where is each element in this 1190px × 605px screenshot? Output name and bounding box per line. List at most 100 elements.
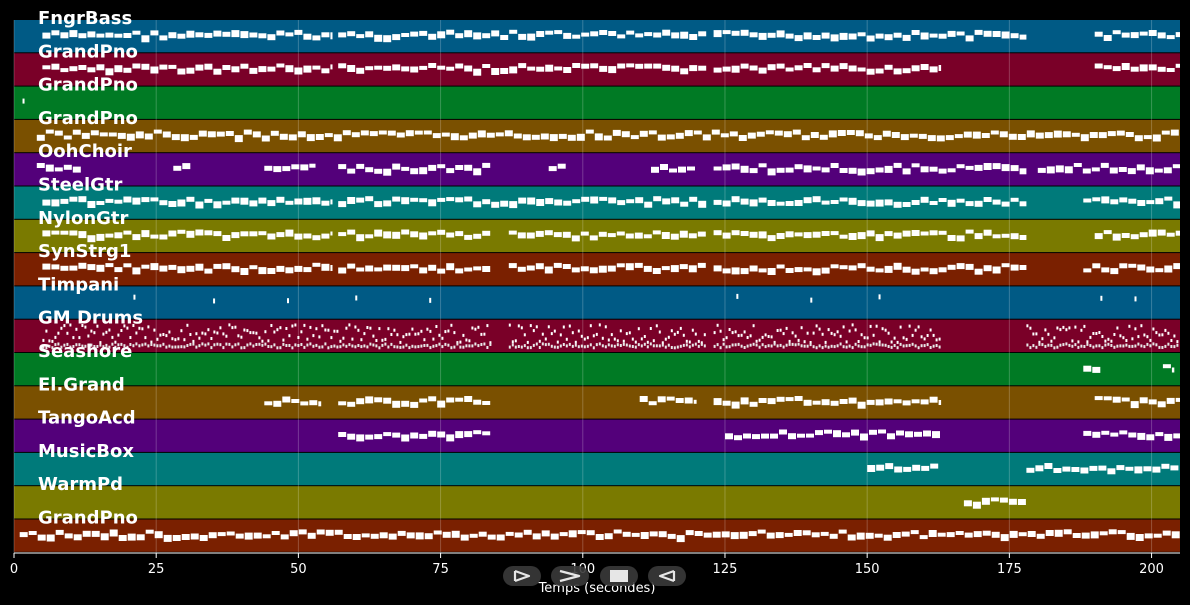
note-mark xyxy=(333,344,336,348)
note-mark xyxy=(455,268,464,274)
play-button[interactable] xyxy=(503,566,541,586)
note-mark xyxy=(794,267,803,273)
note-mark xyxy=(857,232,866,240)
note-mark xyxy=(132,30,141,35)
note-mark xyxy=(201,331,204,335)
note-mark xyxy=(1072,533,1081,538)
note-mark xyxy=(177,33,186,39)
note-mark xyxy=(694,342,697,346)
note-mark xyxy=(1071,344,1074,348)
note-mark xyxy=(740,63,749,69)
note-mark xyxy=(673,332,676,336)
note-mark xyxy=(1112,396,1121,403)
note-mark xyxy=(583,345,586,349)
note-mark xyxy=(91,530,100,537)
note-mark xyxy=(830,34,839,42)
note-mark xyxy=(72,129,81,135)
note-mark xyxy=(428,199,437,207)
note-mark xyxy=(848,397,857,404)
note-mark xyxy=(483,342,486,346)
note-mark xyxy=(929,66,938,73)
note-mark xyxy=(595,332,598,336)
note-mark xyxy=(830,200,839,204)
note-mark xyxy=(565,337,568,341)
note-mark xyxy=(887,331,890,335)
note-mark xyxy=(556,340,559,344)
note-mark xyxy=(1175,63,1180,68)
note-mark xyxy=(1044,328,1047,332)
note-mark xyxy=(1117,530,1126,535)
note-mark xyxy=(607,343,610,347)
note-mark xyxy=(821,200,830,205)
note-mark xyxy=(473,168,482,176)
note-mark xyxy=(912,464,921,471)
note-mark xyxy=(491,201,500,208)
note-mark xyxy=(72,166,81,173)
note-mark xyxy=(51,199,60,207)
rewind-button[interactable] xyxy=(648,566,686,586)
note-mark xyxy=(451,530,460,538)
note-mark xyxy=(321,32,330,38)
stop-button[interactable] xyxy=(600,566,638,586)
fast-forward-button[interactable] xyxy=(551,566,589,586)
note-mark xyxy=(508,230,517,235)
note-mark xyxy=(42,338,45,342)
note-mark xyxy=(378,327,381,331)
note-mark xyxy=(1116,326,1119,330)
note-mark xyxy=(893,68,902,75)
note-mark xyxy=(120,342,123,346)
note-mark xyxy=(435,344,438,348)
note-mark xyxy=(1032,332,1035,336)
note-mark xyxy=(321,200,330,206)
note-mark xyxy=(468,132,477,139)
note-mark xyxy=(809,343,812,347)
note-mark xyxy=(1103,230,1112,235)
note-mark xyxy=(129,336,132,339)
note-mark xyxy=(258,197,267,204)
note-mark xyxy=(670,329,673,333)
note-mark xyxy=(1157,66,1166,72)
note-mark xyxy=(1164,328,1167,332)
note-mark xyxy=(693,130,702,135)
note-mark xyxy=(586,530,595,536)
note-mark xyxy=(1092,366,1101,373)
note-mark xyxy=(150,197,159,202)
note-mark xyxy=(351,344,354,348)
note-mark xyxy=(123,344,126,348)
note-mark xyxy=(601,344,604,348)
note-mark xyxy=(728,328,731,331)
note-mark xyxy=(1110,199,1119,205)
note-mark xyxy=(42,65,51,70)
note-mark xyxy=(1053,130,1062,138)
note-mark xyxy=(712,531,721,538)
note-mark xyxy=(309,163,316,168)
note-mark xyxy=(419,198,428,203)
note-mark xyxy=(983,229,992,236)
note-mark xyxy=(811,532,820,538)
note-mark xyxy=(1047,343,1050,347)
note-mark xyxy=(649,327,652,330)
note-mark xyxy=(1119,197,1128,203)
note-mark xyxy=(1019,235,1027,240)
note-mark xyxy=(294,265,303,272)
note-mark xyxy=(133,294,136,300)
note-mark xyxy=(839,63,848,70)
note-mark xyxy=(1128,263,1137,268)
note-mark xyxy=(884,398,893,405)
note-mark xyxy=(755,339,758,343)
note-mark xyxy=(776,264,785,269)
note-mark xyxy=(864,133,873,139)
note-mark xyxy=(419,267,428,274)
note-mark xyxy=(315,327,318,331)
note-mark xyxy=(1041,337,1044,341)
note-mark xyxy=(267,200,276,207)
note-mark xyxy=(396,132,405,138)
note-mark xyxy=(758,32,767,40)
note-mark xyxy=(464,267,473,272)
note-mark xyxy=(851,429,859,436)
note-mark xyxy=(1068,326,1071,330)
note-mark xyxy=(860,433,868,441)
note-mark xyxy=(643,342,646,346)
note-mark xyxy=(1155,268,1164,273)
note-mark xyxy=(428,33,437,40)
